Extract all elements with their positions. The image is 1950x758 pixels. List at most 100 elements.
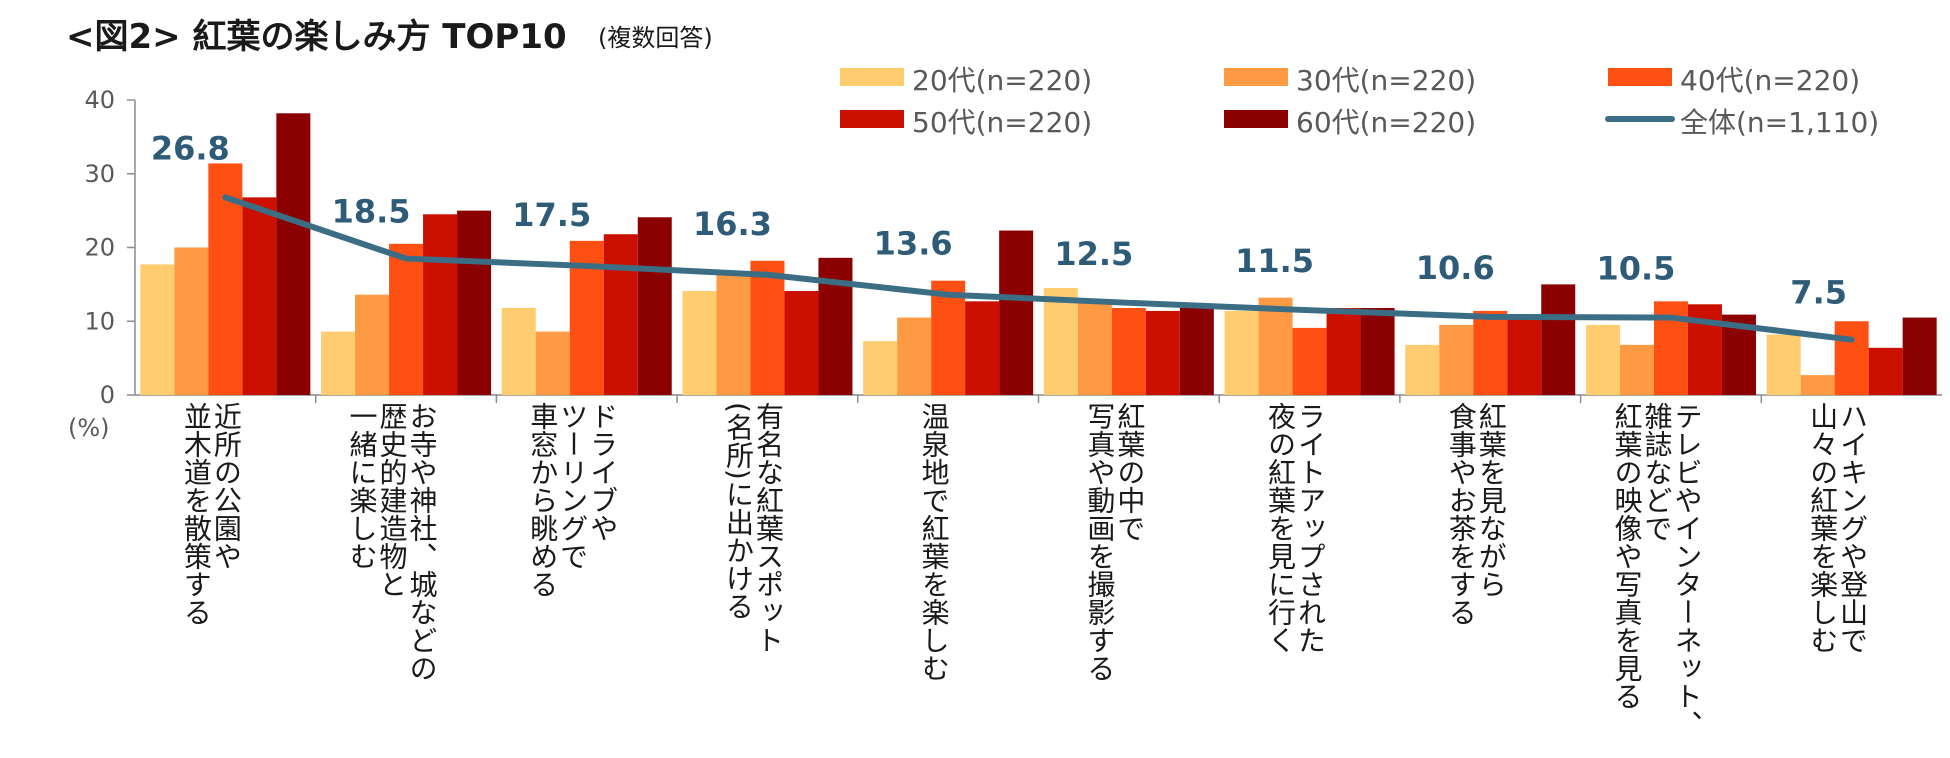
- total-data-label: 10.5: [1596, 250, 1675, 288]
- bar-60s-cat2: [457, 210, 492, 395]
- bar-50s-cat3: [603, 234, 638, 395]
- category-label: ツーリングで: [556, 402, 589, 570]
- legend-total-label: 全体(n=1,110): [1680, 106, 1879, 139]
- bar-20s-cat2: [321, 331, 356, 395]
- bar-40s-cat10: [1834, 321, 1869, 395]
- total-data-label: 18.5: [332, 193, 411, 231]
- y-axis-unit: (%): [68, 414, 110, 442]
- bar-20s-cat4: [682, 291, 717, 395]
- bar-30s-cat2: [355, 294, 390, 395]
- bar-60s-cat6: [1179, 307, 1214, 395]
- bar-20s-cat1: [140, 264, 175, 395]
- category-label: 紅葉の映像や写真を見る: [1610, 402, 1643, 710]
- bar-50s-cat4: [784, 291, 819, 395]
- category-label: ハイキングや登山で: [1836, 402, 1869, 654]
- bar-60s-cat5: [999, 230, 1034, 395]
- total-data-label: 16.3: [693, 205, 772, 243]
- bar-30s-cat3: [535, 331, 570, 395]
- category-label: 有名な紅葉スポット: [752, 402, 785, 654]
- legend-30s-swatch: [1224, 68, 1288, 86]
- category-label: お寺や神社、城などの: [406, 402, 439, 682]
- bar-40s-cat7: [1292, 327, 1327, 395]
- legend-50s-swatch: [840, 110, 904, 128]
- total-data-label: 17.5: [512, 196, 591, 234]
- category-label: (名所)に出かける: [722, 402, 755, 620]
- category-label: 近所の公園や: [210, 402, 243, 570]
- bar-20s-cat5: [863, 341, 898, 395]
- chart-title: <図2> 紅葉の楽しみ方 TOP10: [66, 17, 567, 57]
- bar-30s-cat1: [174, 247, 209, 395]
- bar-40s-cat4: [750, 260, 785, 395]
- category-label: 車窓から眺める: [526, 402, 559, 598]
- bar-60s-cat3: [637, 217, 672, 395]
- legend-60s-swatch: [1224, 110, 1288, 128]
- bar-50s-cat10: [1868, 347, 1903, 395]
- total-data-label: 13.6: [874, 225, 953, 263]
- bar-50s-cat6: [1145, 310, 1180, 395]
- bar-40s-cat6: [1111, 307, 1146, 395]
- legend-30s-label: 30代(n=220): [1296, 64, 1476, 97]
- category-label: 歴史的建造物と: [376, 402, 409, 598]
- legend-20s-label: 20代(n=220): [912, 64, 1092, 97]
- chart-subtitle: (複数回答): [598, 24, 713, 52]
- total-data-label: 26.8: [151, 129, 230, 167]
- category-label: 山々の紅葉を楽しむ: [1806, 402, 1839, 654]
- bar-30s-cat10: [1800, 375, 1835, 395]
- bar-30s-cat5: [897, 317, 932, 395]
- category-label: 食事やお茶をする: [1445, 402, 1478, 626]
- category-label: ドライブや: [586, 402, 619, 542]
- bar-30s-cat7: [1258, 297, 1293, 395]
- y-tick-label: 0: [100, 381, 115, 409]
- bar-40s-cat2: [389, 243, 424, 395]
- bar-20s-cat3: [501, 307, 536, 395]
- y-tick-label: 30: [84, 160, 115, 188]
- y-tick-label: 40: [84, 86, 115, 114]
- bar-20s-cat8: [1405, 344, 1440, 395]
- category-label: 雑誌などで: [1640, 402, 1673, 542]
- bar-50s-cat2: [423, 214, 458, 395]
- bar-20s-cat7: [1224, 310, 1259, 395]
- bar-60s-cat1: [276, 113, 311, 396]
- bar-20s-cat10: [1766, 334, 1801, 395]
- legend-20s-swatch: [840, 68, 904, 86]
- category-label: 紅葉の中で: [1113, 402, 1146, 542]
- bar-50s-cat5: [965, 301, 1000, 395]
- legend-40s-swatch: [1608, 68, 1672, 86]
- bar-50s-cat8: [1507, 317, 1542, 395]
- total-data-label: 10.6: [1416, 249, 1495, 287]
- bar-30s-cat8: [1439, 324, 1474, 395]
- legend-40s-label: 40代(n=220): [1680, 64, 1860, 97]
- bars: [140, 113, 1937, 396]
- y-tick-label: 10: [84, 307, 115, 335]
- bar-50s-cat7: [1326, 307, 1361, 395]
- category-label: 紅葉を見ながら: [1475, 402, 1508, 598]
- bar-30s-cat4: [716, 274, 751, 395]
- category-label: ライトアップされた: [1294, 402, 1327, 654]
- bar-60s-cat10: [1902, 317, 1937, 395]
- category-label: 夜の紅葉を見に行く: [1264, 402, 1297, 654]
- bar-50s-cat1: [242, 197, 277, 395]
- bar-60s-cat8: [1541, 284, 1576, 395]
- total-data-label: 11.5: [1235, 242, 1314, 280]
- category-label: 並木道を散策する: [180, 402, 213, 626]
- total-data-label: 12.5: [1054, 235, 1133, 273]
- category-label: テレビやインターネット、: [1670, 402, 1703, 738]
- y-tick-label: 20: [84, 234, 115, 262]
- bar-60s-cat7: [1360, 307, 1395, 395]
- total-line-layer: 26.8 18.5 17.5 16.3 13.6 12.5 11.5 10.6 10.5 7.5: [151, 129, 1855, 343]
- bar-30s-cat6: [1077, 301, 1112, 395]
- total-line: [222, 194, 1855, 343]
- category-label: 写真や動画を撮影する: [1083, 402, 1116, 682]
- bar-30s-cat9: [1619, 344, 1654, 395]
- bar-40s-cat5: [931, 280, 966, 395]
- legend: 20代(n=220) 30代(n=220) 40代(n=220) 50代(n=220)…: [840, 64, 1879, 139]
- bar-20s-cat6: [1043, 288, 1078, 395]
- legend-50s-label: 50代(n=220): [912, 106, 1092, 139]
- bar-20s-cat9: [1585, 324, 1620, 395]
- bar-40s-cat8: [1473, 310, 1508, 395]
- total-data-label: 7.5: [1790, 274, 1847, 312]
- legend-60s-label: 60代(n=220): [1296, 106, 1476, 139]
- category-label: 温泉地で紅葉を楽しむ: [918, 402, 951, 682]
